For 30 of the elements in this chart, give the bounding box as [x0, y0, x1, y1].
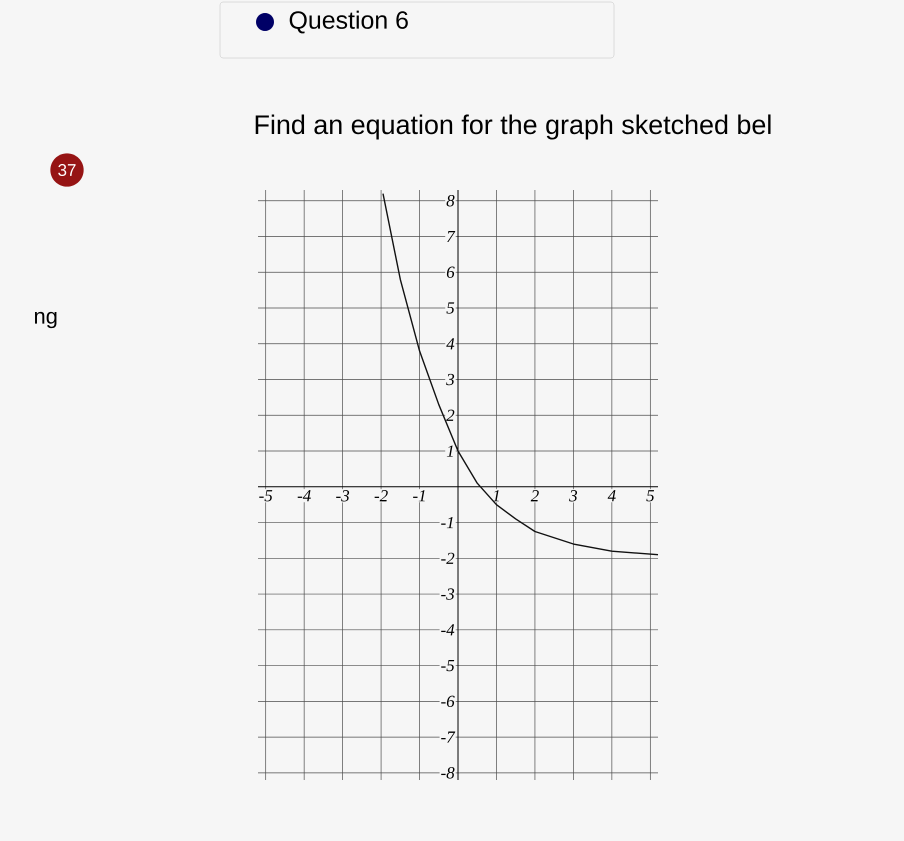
y-tick-label: 2 — [446, 410, 454, 421]
y-tick-label: 5 — [446, 302, 454, 314]
y-tick-label: 4 — [446, 338, 454, 350]
y-tick-label: 6 — [446, 266, 455, 278]
x-tick-label: 2 — [530, 490, 539, 502]
y-tick-label: 3 — [446, 374, 454, 386]
y-tick-label: -5 — [441, 660, 454, 672]
x-tick-label: -2 — [374, 490, 388, 502]
x-tick-label: -4 — [298, 490, 311, 502]
y-tick-label: 1 — [446, 445, 453, 457]
x-tick-label: 4 — [608, 490, 616, 502]
text: ng — [34, 312, 56, 328]
x-tick-label: -1 — [413, 490, 425, 502]
y-tick-label: -4 — [441, 624, 454, 636]
y-tick-label: -1 — [441, 516, 453, 528]
x-tick-label: -5 — [259, 490, 272, 502]
text: Question 6 — [290, 10, 408, 34]
x-tick-label: 1 — [492, 490, 499, 502]
y-tick-label: -6 — [441, 696, 455, 708]
y-tick-label: 7 — [447, 230, 456, 242]
chart-title: Find an equation for the graph sketched bel — [256, 114, 771, 140]
x-tick-label: -3 — [336, 490, 350, 502]
x-tick-label: 3 — [569, 490, 578, 502]
y-tick-label: -8 — [441, 767, 454, 779]
y-tick-label: -3 — [441, 588, 454, 600]
y-tick-label: -2 — [441, 552, 454, 564]
y-tick-label: -7 — [441, 732, 456, 743]
y-tick-label: 8 — [446, 195, 454, 206]
x-tick-label: 5 — [646, 490, 654, 502]
text: 37 — [58, 164, 76, 176]
